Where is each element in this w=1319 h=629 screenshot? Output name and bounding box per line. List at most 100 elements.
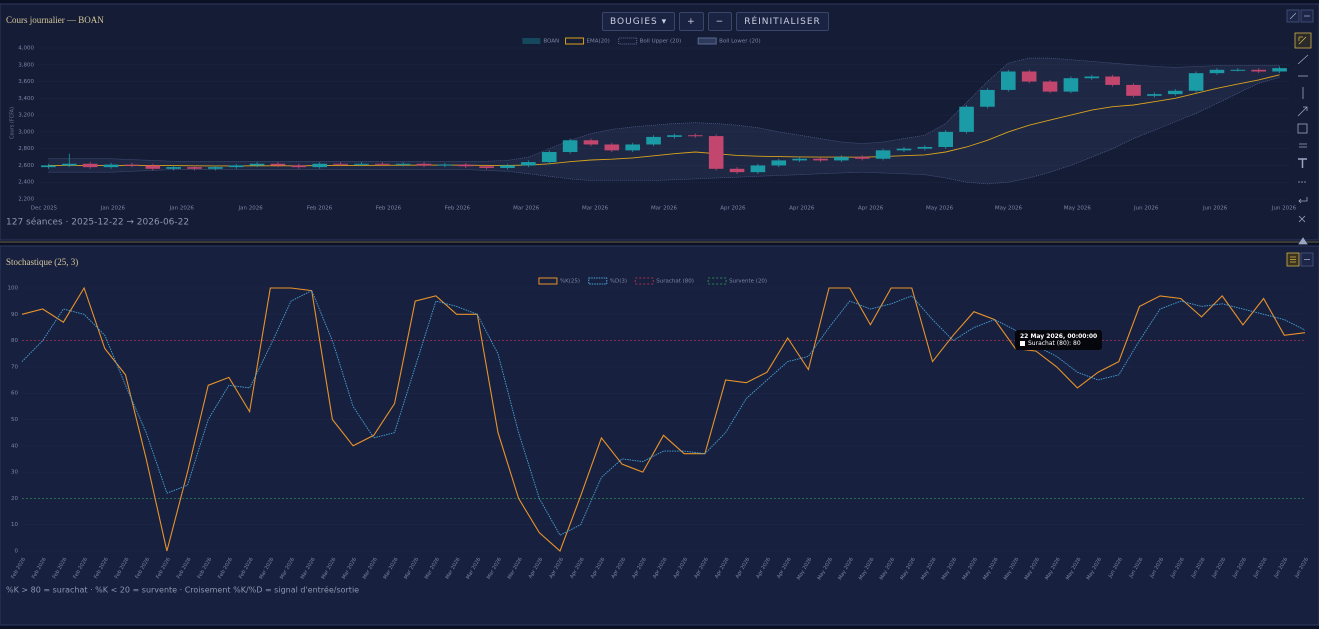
icon xyxy=(1290,256,1296,263)
y-tick-label: 50 xyxy=(11,417,18,423)
legend-swatch xyxy=(634,277,654,285)
candle-body xyxy=(750,165,766,173)
candle-body xyxy=(187,167,202,169)
legend: BOAN EMA(20) Boll Upper (20) Boll Lower (20… xyxy=(522,37,761,45)
candle-body xyxy=(145,165,161,169)
series-line xyxy=(21,286,1306,552)
tooltip-title: 22 May 2026, 00:00:00 xyxy=(1020,333,1098,340)
chart-title: Stochastique (25, 3) xyxy=(6,257,78,267)
candle-body xyxy=(1042,81,1058,92)
y-tick-label: 70 xyxy=(11,364,18,370)
x-tick-label: Apr 2026 xyxy=(789,206,815,212)
y-tick-label: 2,400 xyxy=(18,180,34,186)
legend-swatch xyxy=(707,277,727,285)
candle-body xyxy=(61,163,77,166)
arrow-tool[interactable] xyxy=(1297,106,1308,117)
legend-swatch xyxy=(588,277,608,285)
icon xyxy=(1298,36,1307,45)
candle-body xyxy=(1105,76,1120,85)
x-tick-label: Jun 2026 xyxy=(1271,206,1297,212)
y-tick-label: 2,600 xyxy=(18,163,34,169)
legend-label: Boll Upper (20) xyxy=(640,39,682,45)
fib-tool[interactable] xyxy=(1299,143,1307,148)
candle-body xyxy=(521,162,536,166)
tooltip-swatch xyxy=(1020,341,1025,346)
x-tick-label: Jun 2026 xyxy=(1202,206,1228,212)
x-tick-label: Jun 2026 xyxy=(1133,206,1159,212)
x-tick-label: May 2026 xyxy=(1064,206,1092,212)
tool-column[interactable] xyxy=(1286,9,1314,267)
candle-body xyxy=(1021,71,1037,82)
trend-tool[interactable] xyxy=(1297,54,1309,65)
candle-body xyxy=(938,131,954,147)
candle-body xyxy=(980,89,995,107)
candle-body xyxy=(1147,94,1162,96)
candle-body xyxy=(333,163,348,165)
chart-title: Cours journalier — BOAN xyxy=(6,15,104,25)
x-tick-label: May 2026 xyxy=(926,206,954,212)
legend-label: Surachat (80) xyxy=(656,279,694,285)
chart-footer: 127 séances · 2025-12-22 → 2026-06-22 xyxy=(6,217,189,228)
candle-body xyxy=(1188,73,1204,91)
candle-body xyxy=(354,163,369,165)
y-tick-label: 60 xyxy=(11,391,18,397)
tooltip-row: Surachat (80): 80 xyxy=(1020,340,1097,347)
candle-body xyxy=(374,163,390,165)
y-tick-label: 2,800 xyxy=(18,146,34,152)
candle-body xyxy=(541,152,557,163)
x-tick-label: Mar 2026 xyxy=(582,206,609,212)
y-tick-label: 20 xyxy=(11,496,18,502)
candle-body xyxy=(562,140,578,153)
candle-body xyxy=(1084,76,1100,79)
candle-body xyxy=(834,157,849,161)
y-tick-label: 4,000 xyxy=(18,46,34,52)
x-tick-label: Feb 2026 xyxy=(376,206,402,212)
legend-swatch xyxy=(565,37,585,45)
rect-tool[interactable] xyxy=(1297,123,1308,134)
scroll-top[interactable] xyxy=(1298,237,1308,245)
candle-body xyxy=(395,163,411,165)
y-tick-label: 3,200 xyxy=(18,113,34,119)
y-tick-label: 3,000 xyxy=(18,129,34,135)
x-tick-label: Feb 2026 xyxy=(445,206,471,212)
zoom-out-button[interactable]: − xyxy=(707,12,733,31)
icon xyxy=(1289,12,1297,20)
candle-body xyxy=(291,165,307,168)
zoom-in-button[interactable]: + xyxy=(679,12,704,31)
clear-tool[interactable] xyxy=(1298,215,1306,223)
y-tick-label: 0 xyxy=(15,549,19,555)
candle-body xyxy=(1167,90,1183,95)
x-tick-label: Mar 2026 xyxy=(513,206,540,212)
candle-body xyxy=(708,136,724,169)
reset-button[interactable]: RÉINITIALISER xyxy=(736,12,829,31)
candle-body xyxy=(124,164,140,166)
x-tick-label: Mar 2026 xyxy=(651,206,678,212)
candle-body xyxy=(458,164,474,167)
undo-tool[interactable] xyxy=(1298,197,1308,204)
candle-body xyxy=(1230,69,1246,71)
text-tool[interactable] xyxy=(1298,158,1307,168)
y-tick-label: 3,600 xyxy=(18,79,34,85)
candle-body xyxy=(208,167,223,169)
candle-body xyxy=(667,135,682,137)
candle-body xyxy=(479,166,494,168)
x-tick-label: Apr 2026 xyxy=(720,206,746,212)
candle-body xyxy=(437,164,453,166)
candle-body xyxy=(687,135,703,137)
legend-swatch xyxy=(522,38,541,44)
bollinger-line xyxy=(48,57,1280,162)
y-tick-label: 10 xyxy=(11,522,18,528)
candle-body xyxy=(416,163,432,166)
candle-body xyxy=(896,148,912,151)
candle-body xyxy=(249,163,265,166)
chart-footer: %K > 80 = surachat · %K < 20 = survente … xyxy=(6,585,359,595)
x-tick-label: Jan 2026 xyxy=(169,206,195,212)
tooltip: 22 May 2026, 00:00:00 Surachat (80): 80 xyxy=(1015,330,1103,350)
x-tick-label: Apr 2026 xyxy=(858,206,884,212)
tooltip-text: Surachat (80): 80 xyxy=(1028,340,1081,347)
candles-button[interactable]: BOUGIES ▾ xyxy=(602,12,676,31)
candle-body xyxy=(854,157,870,159)
candle-body xyxy=(959,106,974,132)
